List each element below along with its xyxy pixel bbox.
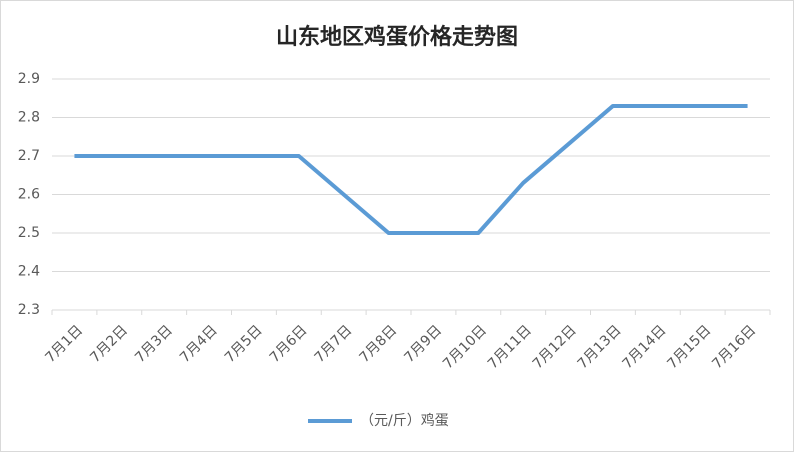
legend-label: （元/斤）鸡蛋 bbox=[360, 412, 449, 429]
y-tick-label: 2.5 bbox=[18, 225, 40, 241]
data-line bbox=[74, 103, 748, 235]
y-tick-label: 2.9 bbox=[18, 71, 40, 87]
y-tick-label: 2.8 bbox=[18, 110, 40, 126]
y-tick-label: 2.6 bbox=[18, 187, 40, 203]
y-tick-label: 2.3 bbox=[18, 302, 40, 318]
y-tick-label: 2.7 bbox=[18, 148, 40, 164]
y-tick-label: 2.4 bbox=[18, 264, 40, 280]
chart-title: 山东地区鸡蛋价格走势图 bbox=[276, 24, 518, 50]
